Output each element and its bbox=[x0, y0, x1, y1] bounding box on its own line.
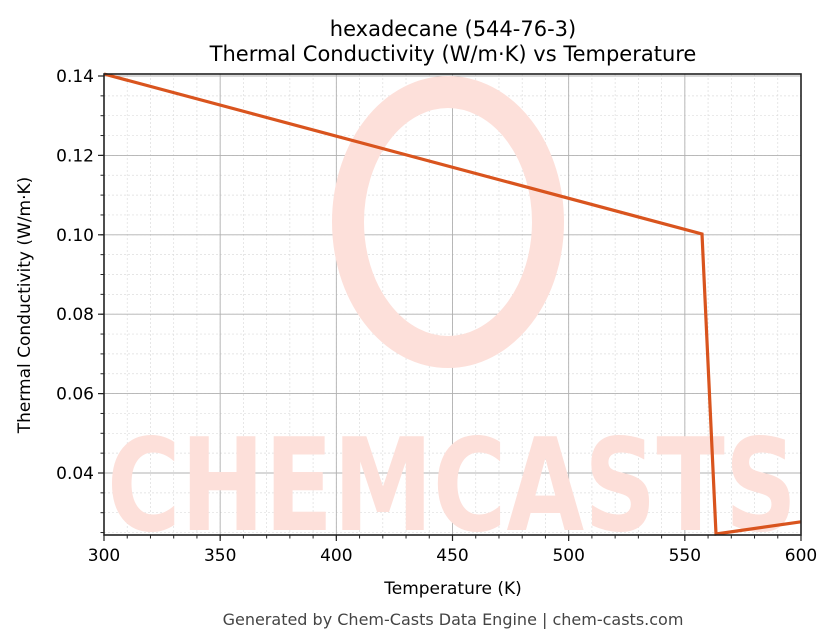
y-tick-label: 0.14 bbox=[56, 67, 94, 87]
watermark-logo-ring bbox=[332, 76, 564, 368]
x-tick-label: 550 bbox=[669, 546, 701, 566]
y-tick-label: 0.06 bbox=[56, 385, 94, 405]
x-tick-label: 350 bbox=[204, 546, 236, 566]
chart-title: hexadecane (544-76-3) bbox=[330, 17, 576, 41]
axis-ticks bbox=[98, 75, 802, 541]
footer-credit: Generated by Chem-Casts Data Engine | ch… bbox=[223, 610, 684, 629]
plot-area: CHEMCASTS bbox=[103, 72, 802, 561]
y-tick-label: 0.08 bbox=[56, 305, 94, 325]
x-tick-label: 300 bbox=[88, 546, 120, 566]
y-tick-label: 0.12 bbox=[56, 146, 94, 166]
x-tick-label: 500 bbox=[552, 546, 584, 566]
data-line-thermal-conductivity bbox=[103, 72, 802, 536]
chart-subtitle: Thermal Conductivity (W/m·K) vs Temperat… bbox=[209, 42, 697, 66]
x-tick-labels: 300 350 400 450 500 550 600 bbox=[88, 546, 817, 566]
y-tick-label: 0.10 bbox=[56, 226, 94, 246]
x-tick-label: 450 bbox=[436, 546, 468, 566]
y-tick-labels: 0.04 0.06 0.08 0.10 0.12 0.14 bbox=[56, 67, 94, 484]
y-tick-label: 0.04 bbox=[56, 464, 94, 484]
x-tick-label: 600 bbox=[785, 546, 817, 566]
x-axis-label: Temperature (K) bbox=[383, 579, 522, 599]
major-grid bbox=[103, 74, 802, 535]
y-axis-label: Thermal Conductivity (W/m·K) bbox=[15, 177, 35, 435]
x-tick-label: 400 bbox=[320, 546, 352, 566]
